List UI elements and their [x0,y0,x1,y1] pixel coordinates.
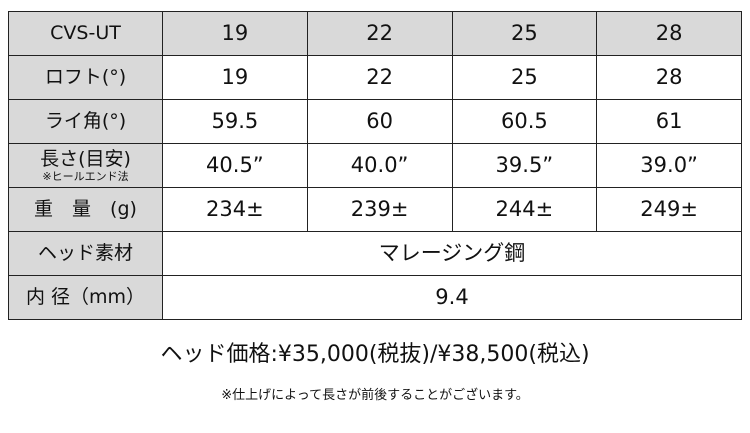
table-row: ロフト(°) 19 22 25 28 [8,55,742,100]
cell: 39.5” [451,143,598,188]
cell: 234± [162,187,308,232]
row-label: 重 量 (g) [8,187,163,232]
cell: 244± [451,187,598,232]
cell: 239± [306,187,453,232]
cell: 249± [596,187,742,232]
row-label: ライ角(°) [8,99,163,144]
row-label: ヘッド素材 [8,231,163,276]
cell: 60.5 [451,99,598,144]
cell: 40.5” [162,143,308,188]
header-cell: 22 [306,11,453,56]
cell: 39.0” [596,143,742,188]
row-label: 内 径（mm） [8,275,163,320]
cell: 61 [596,99,742,144]
cell: 9.4 [162,275,742,320]
footnote: ※仕上げによって長さが前後することがございます。 [221,388,529,403]
row-sublabel: ※ヒールエンド法 [42,169,129,183]
cell: 25 [451,55,598,100]
table-row: 内 径（mm） 9.4 [8,275,742,320]
cell: 19 [162,55,308,100]
header-cell: 25 [451,11,598,56]
table-row: ヘッド素材 マレージング鋼 [8,231,742,276]
row-label: 長さ(目安) [40,147,131,170]
cell: 60 [306,99,453,144]
table-row: ライ角(°) 59.5 60 60.5 61 [8,99,742,144]
head-price: ヘッド価格:¥35,000(税抜)/¥38,500(税込) [160,342,590,367]
cell: マレージング鋼 [162,231,742,276]
row-label-cell: 長さ(目安) ※ヒールエンド法 [8,143,163,188]
header-cell: 19 [162,11,308,56]
spec-table: CVS-UT 19 22 25 28 ロフト(°) 19 22 25 28 ライ… [8,11,742,320]
table-row: 長さ(目安) ※ヒールエンド法 40.5” 40.0” 39.5” 39.0” [8,143,742,188]
header-row: CVS-UT 19 22 25 28 [8,11,742,56]
cell: 28 [596,55,742,100]
row-label: ロフト(°) [8,55,163,100]
model-name: CVS-UT [8,11,163,56]
cell: 22 [306,55,453,100]
cell: 40.0” [306,143,453,188]
header-cell: 28 [596,11,742,56]
cell: 59.5 [162,99,308,144]
table-row: 重 量 (g) 234± 239± 244± 249± [8,187,742,232]
